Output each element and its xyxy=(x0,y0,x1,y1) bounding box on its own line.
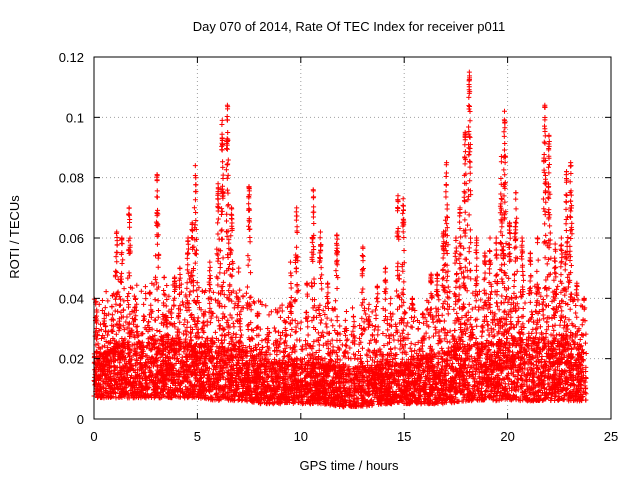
data-point xyxy=(506,381,512,387)
data-point xyxy=(574,346,580,352)
data-point xyxy=(583,350,589,356)
data-point xyxy=(146,364,152,370)
data-point xyxy=(214,390,220,396)
data-point xyxy=(583,391,589,397)
data-point xyxy=(539,353,545,359)
data-point xyxy=(583,369,589,375)
data-point xyxy=(206,352,212,358)
data-point xyxy=(149,372,155,378)
chart-title: Day 070 of 2014, Rate Of TEC Index for r… xyxy=(193,19,505,34)
data-point xyxy=(526,346,532,352)
data-point xyxy=(450,360,456,366)
data-points xyxy=(91,69,589,410)
data-point xyxy=(239,398,245,404)
data-point xyxy=(425,376,431,382)
data-point xyxy=(113,395,119,401)
